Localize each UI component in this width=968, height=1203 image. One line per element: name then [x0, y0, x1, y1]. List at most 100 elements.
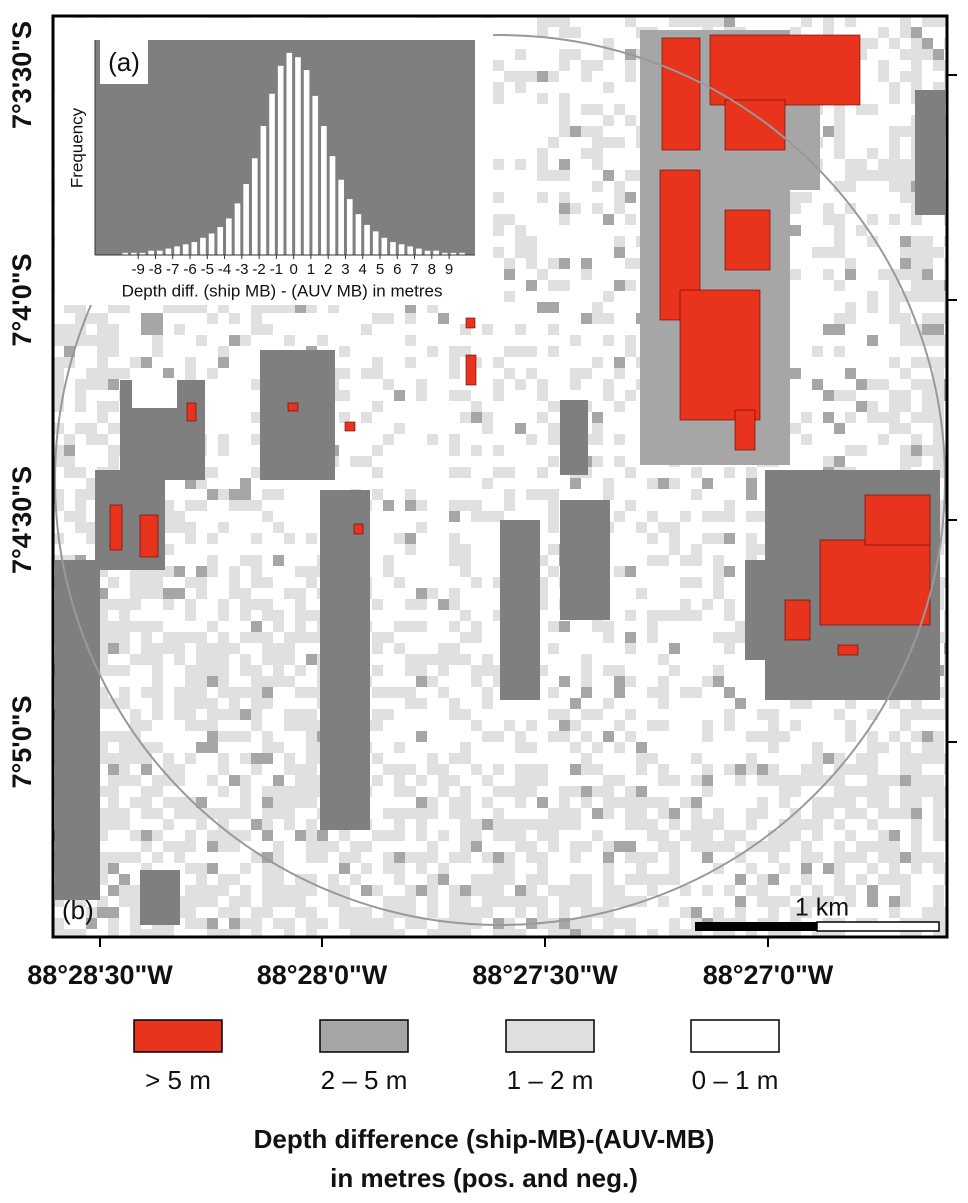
- raster-cell: [658, 676, 669, 687]
- raster-cell: [911, 808, 922, 819]
- raster-cell: [141, 588, 152, 599]
- raster-cell: [108, 368, 119, 379]
- raster-cell: [394, 863, 405, 874]
- x-tick-label: 6: [393, 261, 401, 278]
- raster-cell: [482, 324, 493, 335]
- raster-cell: [218, 687, 229, 698]
- raster-cell: [581, 104, 592, 115]
- raster-cell: [471, 621, 482, 632]
- raster-cell: [526, 885, 537, 896]
- raster-cell: [64, 302, 75, 313]
- raster-cell: [53, 445, 64, 456]
- raster-cell: [922, 335, 933, 346]
- raster-cell: [460, 742, 471, 753]
- raster-cell: [592, 203, 603, 214]
- red-patch: [186, 402, 197, 422]
- raster-cell: [471, 764, 482, 775]
- raster-cell: [240, 610, 251, 621]
- raster-cell: [526, 852, 537, 863]
- raster-cell: [273, 874, 284, 885]
- raster-cell: [207, 808, 218, 819]
- raster-cell: [174, 632, 185, 643]
- raster-cell: [757, 775, 768, 786]
- raster-cell: [603, 929, 614, 937]
- raster-cell: [97, 731, 108, 742]
- raster-cell: [229, 335, 240, 346]
- raster-cell: [614, 918, 625, 929]
- raster-cell: [185, 918, 196, 929]
- raster-cell: [130, 588, 141, 599]
- raster-cell: [570, 49, 581, 60]
- raster-cell: [141, 830, 152, 841]
- raster-cell: [141, 841, 152, 852]
- raster-cell: [284, 819, 295, 830]
- raster-cell: [152, 566, 163, 577]
- raster-cell: [856, 401, 867, 412]
- bar: [381, 237, 388, 255]
- raster-cell: [53, 401, 64, 412]
- raster-cell: [889, 775, 900, 786]
- raster-cell: [889, 313, 900, 324]
- raster-cell: [438, 929, 449, 937]
- raster-cell: [834, 247, 845, 258]
- raster-cell: [922, 907, 933, 918]
- raster-cell: [812, 742, 823, 753]
- raster-cell: [933, 280, 944, 291]
- raster-cell: [504, 214, 515, 225]
- raster-cell: [757, 874, 768, 885]
- legend-title: Depth difference (ship-MB)-(AUV-MB): [254, 1124, 715, 1154]
- raster-cell: [658, 841, 669, 852]
- raster-cell: [911, 709, 922, 720]
- raster-cell: [130, 852, 141, 863]
- raster-cell: [581, 764, 592, 775]
- raster-cell: [207, 929, 218, 937]
- raster-cell: [196, 632, 207, 643]
- raster-cell: [823, 896, 834, 907]
- raster-cell: [251, 412, 262, 423]
- raster-cell: [284, 654, 295, 665]
- raster-cell: [394, 764, 405, 775]
- raster-cell: [306, 577, 317, 588]
- raster-cell: [427, 588, 438, 599]
- raster-cell: [163, 797, 174, 808]
- raster-cell: [295, 786, 306, 797]
- red-patch: [465, 354, 477, 386]
- raster-cell: [548, 137, 559, 148]
- raster-cell: [856, 874, 867, 885]
- raster-cell: [933, 445, 944, 456]
- raster-cell: [86, 313, 97, 324]
- raster-cell: [317, 335, 328, 346]
- raster-cell: [537, 170, 548, 181]
- raster-cell: [570, 478, 581, 489]
- raster-cell: [372, 918, 383, 929]
- raster-cell: [273, 302, 284, 313]
- raster-cell: [823, 390, 834, 401]
- raster-cell: [174, 764, 185, 775]
- raster-cell: [75, 313, 86, 324]
- raster-cell: [218, 676, 229, 687]
- x-tick-label: 0: [289, 261, 297, 278]
- raster-cell: [416, 863, 427, 874]
- raster-cell: [900, 126, 911, 137]
- raster-cell: [691, 687, 702, 698]
- raster-cell: [306, 709, 317, 720]
- raster-cell: [812, 775, 823, 786]
- raster-cell: [284, 709, 295, 720]
- raster-cell: [251, 819, 262, 830]
- raster-cell: [911, 291, 922, 302]
- raster-cell: [691, 577, 702, 588]
- raster-cell: [229, 896, 240, 907]
- raster-cell: [724, 885, 735, 896]
- raster-cell: [493, 808, 504, 819]
- raster-cell: [548, 731, 559, 742]
- raster-cell: [339, 412, 350, 423]
- lon-label: 88°27'30"W: [472, 960, 618, 990]
- raster-cell: [537, 907, 548, 918]
- raster-cell: [625, 390, 636, 401]
- raster-cell: [922, 412, 933, 423]
- raster-cell: [196, 797, 207, 808]
- raster-cell: [614, 181, 625, 192]
- raster-cell: [295, 665, 306, 676]
- raster-cell: [845, 720, 856, 731]
- raster-cell: [823, 203, 834, 214]
